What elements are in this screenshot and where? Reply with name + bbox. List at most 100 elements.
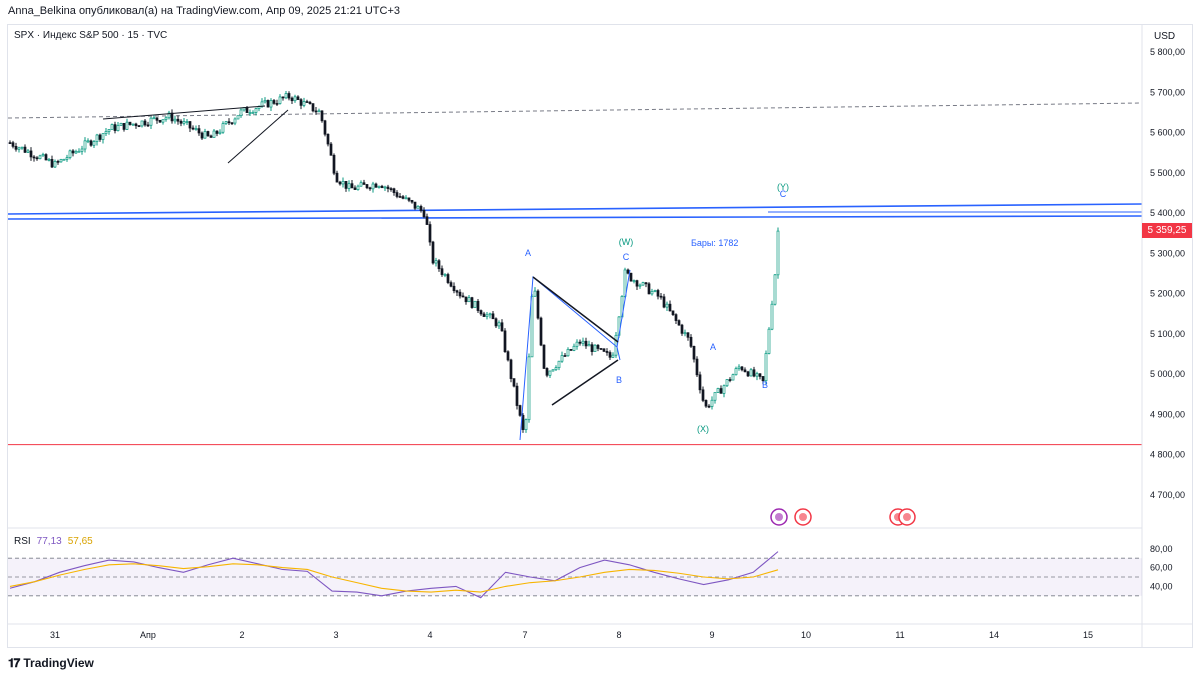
candle-body <box>629 272 633 282</box>
candle-body <box>203 131 207 139</box>
candle-body <box>128 121 132 125</box>
candle-body <box>509 359 513 379</box>
candle-body <box>29 150 33 158</box>
candle-body <box>374 183 378 188</box>
time-axis: 31 Апр 2 3 4 7 8 9 10 11 14 15 <box>50 630 1093 640</box>
price-tick-label: 5 600,00 <box>1150 128 1185 138</box>
candle-body <box>482 313 486 317</box>
candle-body <box>92 141 96 146</box>
candle-body <box>572 345 576 351</box>
wave-label: (Y) <box>777 182 789 192</box>
candle-body <box>317 110 321 113</box>
candle-body <box>734 368 738 376</box>
candle-body <box>278 96 282 104</box>
candle-body <box>68 150 72 158</box>
candle-body <box>470 297 474 308</box>
candle-body <box>446 274 450 283</box>
candle-body <box>158 119 162 123</box>
candle-body <box>218 131 222 134</box>
candle-body <box>506 351 510 361</box>
candle-body <box>119 123 123 126</box>
candle-body <box>269 100 273 108</box>
candle-body <box>77 150 81 153</box>
candle-body <box>380 185 384 189</box>
candle-body <box>131 123 135 126</box>
candle-body <box>563 355 567 357</box>
rsi-tick-label: 40,00 <box>1150 581 1173 591</box>
candle-body <box>134 123 138 127</box>
candle-body <box>194 128 198 130</box>
candle-body <box>593 344 597 352</box>
candle-body <box>254 108 258 113</box>
candle-body <box>146 124 150 127</box>
candle-body <box>452 285 456 292</box>
candle-body <box>659 295 663 298</box>
candle-body <box>170 112 174 122</box>
footer-brand[interactable]: 𝟏𝟕 TradingView <box>8 654 94 672</box>
candle-body <box>773 274 777 305</box>
rsi-legend[interactable]: RSI 77,13 57,65 <box>14 536 93 547</box>
candle-body <box>467 297 471 303</box>
time-tick-label: Апр <box>140 630 156 640</box>
candle-body <box>476 300 480 311</box>
candle-body <box>299 99 303 106</box>
candle-body <box>389 188 393 190</box>
candle-body <box>551 369 555 372</box>
candle-body <box>206 131 210 137</box>
candle-body <box>647 283 651 295</box>
candle-body <box>230 122 234 125</box>
price-tick-label: 5 700,00 <box>1150 87 1185 97</box>
candle-body <box>248 112 252 114</box>
candle-body <box>455 290 459 293</box>
candle-body <box>761 376 765 382</box>
candle-body <box>38 155 42 160</box>
candle-body <box>704 400 708 407</box>
candle-body <box>236 115 240 120</box>
currency-label[interactable]: USD <box>1154 31 1176 42</box>
candle-body <box>566 349 570 357</box>
candle-body <box>341 181 345 185</box>
candle-body <box>359 182 363 187</box>
candle-body <box>485 314 489 317</box>
candle-body <box>641 282 645 286</box>
candle-body <box>113 124 117 131</box>
price-tick-label: 4 900,00 <box>1150 409 1185 419</box>
candle-body <box>632 280 636 282</box>
candle-body <box>125 121 129 130</box>
candle-body <box>287 93 291 99</box>
candle-body <box>53 161 57 168</box>
candle-body <box>422 210 426 218</box>
lightning-event-icon-core <box>775 513 783 521</box>
blue-trendline-upper <box>7 203 1143 215</box>
candle-body <box>383 186 387 189</box>
triangle-lower <box>551 359 619 406</box>
candle-body <box>695 358 699 376</box>
candle-body <box>251 112 255 114</box>
candle-body <box>719 388 723 394</box>
candle-body <box>737 366 741 369</box>
candle-body <box>377 185 381 188</box>
candle-body <box>434 260 438 264</box>
candle-body <box>608 352 612 358</box>
candle-body <box>449 282 453 287</box>
candle-body <box>530 295 534 358</box>
candle-body <box>335 172 339 183</box>
time-tick-label: 10 <box>801 630 811 640</box>
candle-body <box>746 371 750 377</box>
candle-body <box>233 118 237 124</box>
candle-body <box>371 183 375 190</box>
candle-body <box>74 151 78 154</box>
candle-body <box>764 353 768 382</box>
candle-body <box>407 197 411 201</box>
candle-body <box>200 132 204 139</box>
candle-body <box>743 369 747 373</box>
symbol-legend[interactable]: SPX · Индекс S&P 500 · 15 · TVC <box>14 30 168 41</box>
candle-body <box>65 157 69 160</box>
chart-frame[interactable] <box>7 24 1193 648</box>
candle-body <box>584 340 588 347</box>
candle-body <box>104 131 108 135</box>
price-axis: 5 800,00 5 700,00 5 600,00 5 500,00 5 400,00… <box>8 25 1192 647</box>
time-tick-label: 8 <box>616 630 621 640</box>
candle-body <box>707 405 711 408</box>
